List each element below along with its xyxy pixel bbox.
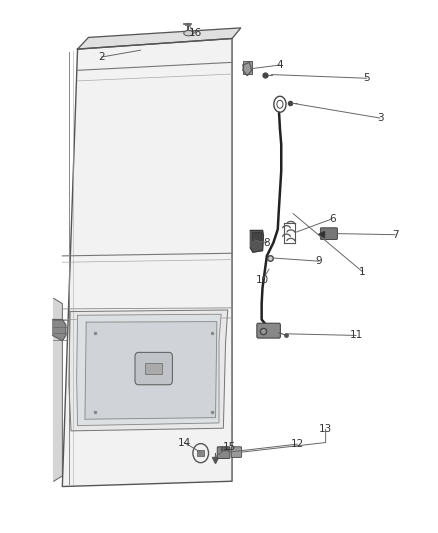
Text: 6: 6 — [329, 214, 336, 224]
Polygon shape — [62, 38, 232, 487]
Bar — [227, 447, 230, 451]
Text: 8: 8 — [264, 238, 270, 248]
Text: 11: 11 — [350, 330, 363, 341]
Bar — [243, 61, 252, 74]
Bar — [197, 450, 204, 456]
Text: 10: 10 — [256, 274, 269, 285]
Text: 4: 4 — [277, 60, 283, 70]
Polygon shape — [85, 321, 217, 419]
FancyBboxPatch shape — [321, 228, 337, 239]
Polygon shape — [69, 310, 228, 431]
Text: 12: 12 — [291, 439, 304, 449]
FancyBboxPatch shape — [257, 323, 280, 338]
Text: 5: 5 — [364, 73, 370, 83]
Bar — [221, 447, 223, 451]
Text: 1: 1 — [359, 267, 366, 277]
Text: 7: 7 — [392, 230, 399, 240]
Text: 13: 13 — [319, 424, 332, 434]
Polygon shape — [78, 28, 241, 49]
Text: 15: 15 — [223, 442, 236, 452]
Text: 2: 2 — [98, 52, 105, 62]
Text: 16: 16 — [188, 28, 201, 38]
Polygon shape — [53, 319, 66, 341]
Polygon shape — [77, 314, 221, 425]
FancyBboxPatch shape — [217, 447, 230, 458]
Bar — [224, 447, 226, 451]
Text: 3: 3 — [377, 113, 383, 123]
Polygon shape — [243, 62, 252, 76]
Ellipse shape — [184, 30, 193, 36]
Polygon shape — [53, 298, 62, 481]
FancyBboxPatch shape — [231, 447, 242, 457]
Bar — [145, 363, 162, 374]
Text: 9: 9 — [316, 256, 322, 266]
Text: 14: 14 — [177, 438, 191, 448]
Bar — [252, 231, 261, 240]
Polygon shape — [251, 230, 263, 252]
FancyBboxPatch shape — [135, 352, 173, 385]
